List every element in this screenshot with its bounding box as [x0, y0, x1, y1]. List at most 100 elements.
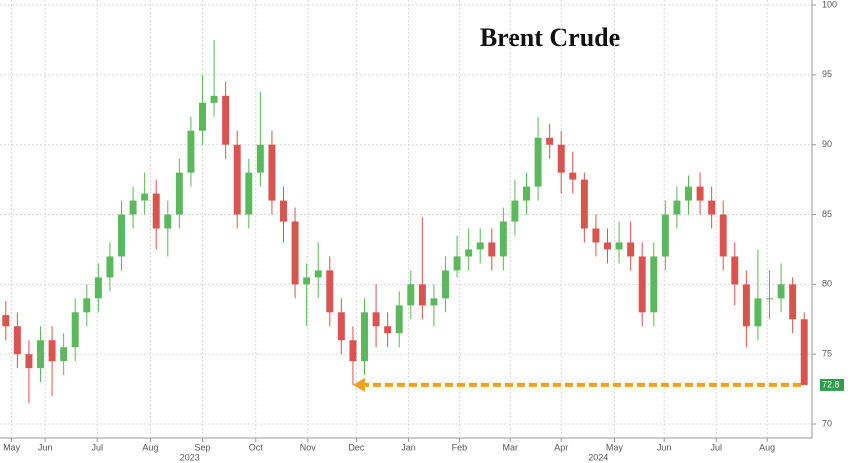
x-tick-label: Jan — [401, 442, 416, 452]
candle-body — [627, 242, 635, 257]
candle-body — [94, 277, 102, 299]
x-tick-label: Sep — [194, 442, 210, 452]
candle-body — [638, 256, 646, 313]
candle-body — [511, 200, 519, 222]
candle-body — [789, 284, 797, 320]
y-tick-label: 90 — [822, 139, 832, 149]
candle-body — [754, 298, 762, 327]
candle-body — [326, 270, 334, 313]
candle-body — [187, 130, 195, 173]
year-label: 2024 — [588, 452, 608, 462]
x-tick-label: Mar — [503, 442, 519, 452]
chart-title: Brent Crude — [480, 23, 620, 52]
candle-body — [268, 144, 276, 201]
candle-body — [106, 256, 114, 278]
candle-body — [222, 95, 230, 145]
candle-body — [742, 284, 750, 327]
candle-body — [361, 312, 368, 362]
candle-body — [800, 319, 808, 385]
candle-body — [534, 137, 542, 187]
x-tick-label: May — [3, 442, 21, 452]
candle-body — [118, 214, 125, 257]
candle-body — [256, 144, 264, 173]
candle-body — [152, 193, 160, 229]
candle-body — [395, 305, 403, 334]
candle-body — [476, 242, 484, 250]
candle-body — [442, 270, 449, 299]
candle-body — [453, 256, 461, 271]
candle-body — [685, 186, 692, 201]
candle-body — [777, 284, 785, 299]
x-tick-label: Apr — [554, 442, 568, 452]
candle-body — [37, 340, 44, 369]
candle-body — [488, 242, 496, 257]
candle-body — [349, 340, 357, 362]
candle-body — [731, 256, 739, 285]
candle-body — [303, 277, 311, 285]
last-price-label: 72.8 — [822, 379, 840, 389]
candle-body — [129, 200, 137, 215]
candle-body — [580, 179, 588, 229]
x-tick-label: Jul — [91, 442, 103, 452]
candle-body — [430, 298, 438, 306]
candle-body — [569, 172, 577, 180]
year-label: 2023 — [180, 452, 200, 462]
candle-body — [199, 102, 206, 131]
x-tick-label: Nov — [300, 442, 317, 452]
candle-body — [673, 200, 681, 215]
candle-body — [418, 284, 426, 306]
candle-body — [210, 95, 218, 103]
y-tick-label: 85 — [822, 209, 832, 219]
candle-body — [708, 200, 716, 215]
candle-body — [523, 186, 530, 201]
x-tick-label: Feb — [452, 442, 468, 452]
candle-body — [141, 193, 149, 201]
candle-body — [83, 298, 91, 313]
x-tick-label: May — [606, 442, 624, 452]
x-tick-label: Aug — [759, 442, 775, 452]
candle-body — [766, 298, 773, 300]
candle-body — [164, 214, 172, 229]
candle-body — [25, 354, 33, 369]
y-tick-label: 80 — [822, 279, 832, 289]
candle-body — [719, 214, 727, 257]
x-tick-label: Aug — [142, 442, 158, 452]
candle-body — [48, 340, 56, 362]
candle-body — [557, 144, 565, 173]
candle-body — [546, 137, 554, 145]
y-tick-label: 70 — [822, 418, 832, 428]
candle-body — [337, 312, 345, 341]
candle-body — [661, 214, 669, 257]
candle-body — [465, 249, 473, 257]
candle-body — [291, 221, 299, 285]
x-tick-label: Oct — [249, 442, 264, 452]
candle-body — [499, 221, 507, 257]
candle-body — [13, 326, 21, 355]
x-tick-label: Jun — [657, 442, 672, 452]
x-tick-label: Jul — [711, 442, 723, 452]
candle-body — [314, 270, 322, 278]
x-tick-label: Jun — [38, 442, 53, 452]
candle-body — [245, 172, 253, 215]
candle-body — [650, 256, 658, 313]
candle-body — [175, 172, 183, 215]
y-tick-label: 100 — [822, 0, 837, 9]
candle-body — [280, 200, 287, 222]
y-tick-label: 75 — [822, 349, 832, 359]
x-tick-label: Dec — [348, 442, 365, 452]
candle-body — [233, 144, 241, 215]
last-price-box — [820, 378, 844, 391]
arrow-head — [352, 377, 365, 392]
candle-body — [615, 242, 623, 250]
candle-body — [696, 186, 704, 201]
candle-body — [592, 228, 600, 243]
candle-body — [604, 242, 611, 250]
candle-body — [384, 326, 392, 334]
candle-body — [60, 347, 68, 362]
candle-body — [2, 315, 10, 327]
candle-body — [71, 312, 79, 348]
candle-body — [372, 312, 380, 327]
candle-body — [407, 284, 415, 306]
y-tick-label: 95 — [822, 69, 832, 79]
